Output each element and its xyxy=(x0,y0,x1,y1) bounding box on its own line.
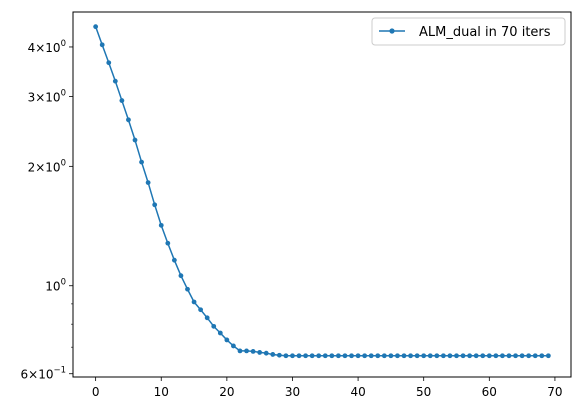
y-tick-label: 2×100 xyxy=(28,158,66,174)
data-point xyxy=(513,353,518,359)
data-point xyxy=(355,353,361,359)
x-tick-label: 70 xyxy=(547,385,562,399)
data-point xyxy=(139,159,144,165)
data-point xyxy=(460,353,466,359)
data-point xyxy=(171,257,177,263)
data-point xyxy=(519,353,525,359)
data-point xyxy=(126,117,131,123)
data-point xyxy=(349,353,354,359)
data-point xyxy=(342,353,348,359)
x-tick-label: 50 xyxy=(416,385,431,399)
data-point xyxy=(401,353,407,359)
legend-marker-sample xyxy=(389,28,395,34)
y-tick-label: 6×10−1 xyxy=(21,366,67,382)
x-tick-label: 20 xyxy=(219,385,234,399)
data-point xyxy=(506,353,512,359)
data-point xyxy=(316,353,322,359)
data-point xyxy=(336,353,341,359)
data-point xyxy=(93,24,99,30)
data-point xyxy=(276,352,282,358)
data-point xyxy=(106,60,112,66)
data-point xyxy=(224,337,230,343)
data-point xyxy=(178,273,184,279)
data-point xyxy=(329,353,335,359)
data-point xyxy=(257,350,263,355)
x-tick-label: 10 xyxy=(154,385,169,399)
data-point xyxy=(185,286,190,292)
data-point xyxy=(165,240,171,246)
data-point xyxy=(532,353,538,359)
data-point xyxy=(145,180,151,185)
data-point xyxy=(158,222,164,228)
legend-box xyxy=(371,17,566,46)
data-point xyxy=(303,353,308,359)
data-point xyxy=(480,353,486,359)
data-point xyxy=(427,353,433,359)
x-axis: 0 10 20 30 40 50 60 70 xyxy=(92,377,563,399)
data-point xyxy=(191,299,197,305)
y-tick-label: 100 xyxy=(45,278,66,294)
plot-frame xyxy=(72,11,572,378)
legend-label: ALM_dual in 70 iters xyxy=(419,25,551,40)
data-point xyxy=(454,353,459,359)
data-point xyxy=(545,353,551,359)
data-point xyxy=(467,353,473,359)
data-point xyxy=(500,353,505,359)
data-point xyxy=(473,353,479,359)
data-point xyxy=(270,352,276,357)
x-tick-label: 0 xyxy=(92,385,100,399)
data-point xyxy=(322,353,328,359)
data-point xyxy=(421,353,427,359)
data-point xyxy=(539,353,545,359)
data-point xyxy=(414,353,420,359)
data-point xyxy=(309,353,315,359)
data-point xyxy=(119,98,125,103)
data-point xyxy=(381,353,387,359)
data-point xyxy=(217,330,223,336)
data-point xyxy=(368,353,374,359)
series-layer xyxy=(93,24,551,359)
y-tick-label: 3×100 xyxy=(28,89,66,105)
data-point xyxy=(250,349,256,354)
y-axis: 6×10−1 100 2×100 3×100 4×100 xyxy=(21,39,73,382)
data-point xyxy=(526,353,532,359)
data-point xyxy=(283,353,289,359)
x-tick-label: 30 xyxy=(285,385,300,399)
data-point xyxy=(112,78,118,84)
x-tick-label: 40 xyxy=(350,385,365,399)
data-point xyxy=(434,353,440,359)
data-point xyxy=(440,353,446,359)
data-point xyxy=(362,353,368,359)
data-point xyxy=(204,315,210,321)
data-point xyxy=(486,353,492,359)
data-point xyxy=(211,323,217,329)
data-point xyxy=(99,42,105,48)
legend: ALM_dual in 70 iters xyxy=(371,17,566,46)
data-point xyxy=(493,353,499,359)
data-point xyxy=(152,202,158,208)
y-tick-label: 4×100 xyxy=(28,39,66,55)
series-line xyxy=(94,26,549,357)
data-point xyxy=(296,353,302,359)
x-tick-label: 60 xyxy=(482,385,497,399)
data-point xyxy=(290,353,295,359)
data-point xyxy=(237,348,243,354)
data-point xyxy=(231,343,236,349)
data-point xyxy=(244,348,249,354)
data-point xyxy=(408,353,413,359)
data-point xyxy=(447,353,453,359)
data-point xyxy=(263,350,269,356)
data-point xyxy=(395,353,400,359)
data-point xyxy=(388,353,394,359)
data-point xyxy=(198,307,204,313)
data-point xyxy=(375,353,381,359)
data-point xyxy=(132,137,138,143)
